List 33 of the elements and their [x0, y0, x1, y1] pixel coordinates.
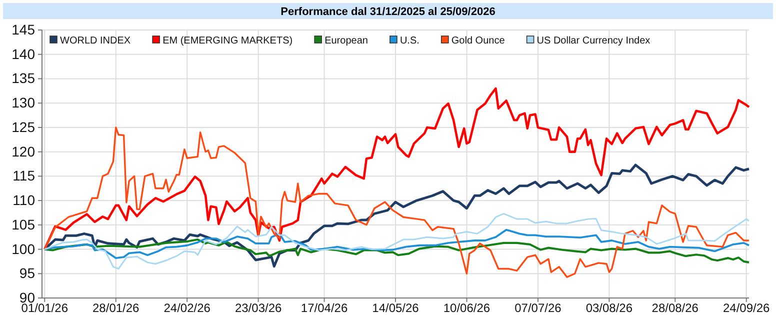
y-tick-label: 120 — [12, 143, 36, 160]
line-series — [44, 126, 750, 278]
x-tick-label: 03/08/26 — [586, 301, 633, 315]
x-tick-label: 10/06/26 — [443, 301, 490, 315]
line-series — [44, 228, 750, 259]
legend-label: U.S. — [400, 36, 420, 46]
x-tick-label: 24/02/26 — [164, 301, 211, 315]
y-tick-label: 110 — [12, 192, 36, 208]
y-tick-label: 145 — [12, 21, 36, 38]
line-series — [44, 238, 750, 264]
x-tick-label: 23/03/26 — [234, 301, 282, 315]
x-tick-label: 17/04/26 — [300, 301, 348, 315]
y-tick-label: 130 — [12, 94, 36, 111]
x-tick-label: 24/09/26 — [723, 301, 770, 315]
x-tick-label: 14/05/26 — [372, 301, 420, 315]
x-tick-label: 28/01/26 — [92, 301, 140, 315]
y-tick-label: 105 — [12, 216, 36, 232]
line-series — [43, 87, 750, 250]
line-series — [44, 212, 750, 270]
legend-label: EM (EMERGING MARKETS) — [162, 36, 293, 46]
x-tick-label: 28/08/26 — [652, 301, 699, 315]
chart-title: Performance dal 31/12/2025 al 25/09/2026 — [280, 6, 496, 18]
y-tick-label: 125 — [12, 118, 36, 135]
y-tick-label: 95 — [19, 265, 36, 282]
legend-label: WORLD INDEX — [60, 36, 131, 46]
y-tick-label: 135 — [12, 70, 36, 86]
y-tick-label: 100 — [12, 240, 36, 257]
legend-label: European — [324, 36, 368, 46]
y-tick-label: 115 — [12, 168, 36, 184]
x-tick-label: 07/07/26 — [514, 301, 562, 315]
legend-label: Gold Ounce — [451, 36, 506, 46]
legend-label: US Dollar Currency Index — [536, 36, 650, 46]
y-tick-label: 140 — [12, 46, 36, 62]
